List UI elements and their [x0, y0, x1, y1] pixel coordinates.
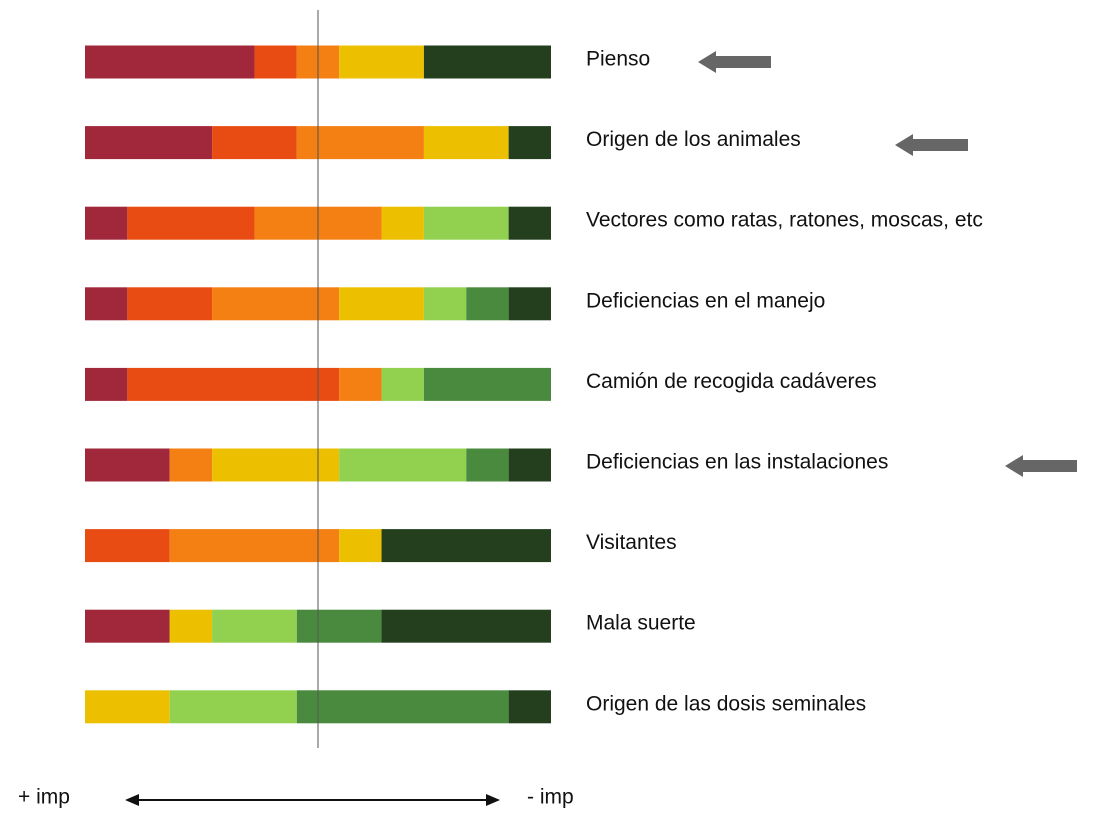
pointer-arrow — [698, 51, 771, 73]
bar-segment — [169, 609, 213, 643]
category-label: Origen de las dosis seminales — [586, 692, 866, 715]
importance-axis: + imp - imp — [18, 786, 574, 809]
pointer-arrow — [1005, 455, 1077, 477]
bar-segment — [212, 287, 340, 321]
bar-segment — [169, 690, 297, 724]
bar-segment — [339, 448, 467, 482]
category-label: Visitantes — [586, 531, 677, 554]
bar-segment — [254, 45, 297, 79]
bar-segment — [508, 126, 551, 160]
category-label: Origen de los animales — [586, 128, 801, 151]
bar-segment — [466, 448, 509, 482]
bar-segment — [381, 367, 424, 401]
axis-arrowhead — [486, 794, 500, 806]
bar-segment — [296, 609, 382, 643]
bar-segment — [85, 448, 170, 482]
bar-segment — [339, 287, 424, 321]
bar-segment — [169, 448, 213, 482]
bar-segment — [85, 609, 170, 643]
bar-segment — [423, 206, 509, 240]
bar-segment — [508, 448, 551, 482]
category-label: Vectores como ratas, ratones, moscas, et… — [586, 209, 983, 232]
bar-segment — [339, 529, 382, 563]
bar-segment — [508, 690, 551, 724]
bar-segment — [423, 45, 551, 79]
bar-segment — [466, 287, 509, 321]
category-label: Pienso — [586, 48, 650, 71]
bar-segment — [212, 609, 297, 643]
bar-segment — [381, 206, 424, 240]
bar-segment — [127, 367, 340, 401]
bar-segment — [508, 206, 551, 240]
bar-segment — [423, 367, 551, 401]
bar-segment — [127, 206, 255, 240]
bar-segment — [339, 45, 424, 79]
right-label: - imp — [527, 786, 574, 809]
bar-segment — [85, 287, 128, 321]
bar-segment — [296, 126, 424, 160]
bar-segment — [423, 126, 509, 160]
axis-arrowhead — [125, 794, 139, 806]
bar-segment — [85, 367, 128, 401]
bar-segment — [212, 126, 297, 160]
category-label: Deficiencias en las instalaciones — [586, 451, 888, 474]
bar-segment — [85, 529, 170, 563]
bar-segment — [85, 206, 128, 240]
bar-segment — [169, 529, 340, 563]
bar-segment — [212, 448, 340, 482]
bar-segment — [296, 690, 509, 724]
bar-segment — [85, 126, 213, 160]
bar-segment — [381, 609, 551, 643]
bar-segment — [339, 367, 382, 401]
bar-segment — [85, 690, 170, 724]
category-label: Mala suerte — [586, 612, 696, 635]
bar-segment — [381, 529, 551, 563]
category-label: Deficiencias en el manejo — [586, 289, 825, 312]
arrows — [698, 51, 1077, 477]
pointer-arrow — [895, 134, 968, 156]
category-label: Camión de recogida cadáveres — [586, 370, 877, 393]
left-label: + imp — [18, 786, 70, 809]
bar-segment — [508, 287, 551, 321]
bar-segment — [85, 45, 255, 79]
bar-segment — [127, 287, 213, 321]
bar-segment — [423, 287, 467, 321]
